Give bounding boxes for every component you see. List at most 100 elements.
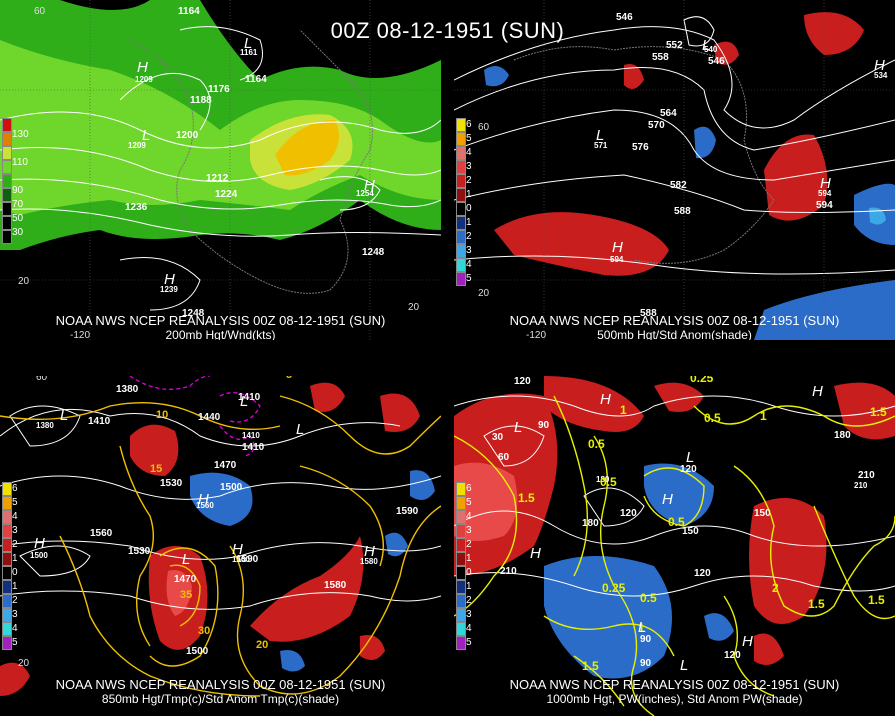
anom-pos <box>754 633 784 665</box>
height-label: 1248 <box>182 308 205 319</box>
pw-label: 0.5 <box>588 437 605 451</box>
height-label: 1164 <box>178 6 200 17</box>
height-label: 1209 <box>135 75 153 84</box>
anom-pos <box>360 635 385 660</box>
height-label: 210 <box>858 470 875 481</box>
height-label: 30 <box>492 432 504 443</box>
anom-neg <box>190 472 253 526</box>
low-marker: L <box>596 127 604 144</box>
anom-pos <box>130 424 179 476</box>
anom-pos-light <box>454 462 518 541</box>
legend-labels-200mb: 130 110 90 70 50 30 <box>12 129 29 238</box>
high-marker: H <box>364 543 375 560</box>
height-label: 594 <box>610 255 624 264</box>
low-marker: L <box>686 449 694 466</box>
height-label: 1580 <box>360 557 378 566</box>
anom-pos <box>749 498 827 624</box>
height-label: 594 <box>818 189 832 198</box>
low-marker: L <box>680 657 688 674</box>
height-label: 1500 <box>186 646 209 657</box>
pw-label: 1.5 <box>808 597 825 611</box>
height-label: 1500 <box>220 482 243 493</box>
anom-pos <box>654 382 704 412</box>
high-marker: H <box>232 541 243 558</box>
pw-label: 1 <box>620 403 627 417</box>
legend-500mb <box>456 118 466 286</box>
pw-label: 1.5 <box>518 491 535 505</box>
anom-neg <box>544 556 672 679</box>
height-label: 1410 <box>238 392 261 403</box>
height-label: 1470 <box>214 460 237 471</box>
lat-label: 60 <box>478 122 490 133</box>
legend-1000mb <box>456 482 466 650</box>
height-label: 1470 <box>174 574 197 585</box>
low-marker: L <box>638 619 646 636</box>
height-label: 576 <box>632 142 649 153</box>
caption-850mb: NOAA NWS NCEP REANALYSIS 00Z 08-12-1951 … <box>55 677 386 707</box>
height-label: 90 <box>640 634 652 645</box>
anom-neg <box>754 280 895 340</box>
lat-label: 20 <box>18 276 30 287</box>
height-label: 1380 <box>116 384 139 395</box>
map-200mb: 1164 1161 1164 1176 1188 1209 1200 1209 … <box>0 0 441 340</box>
height-label: 180 <box>834 430 851 441</box>
anom-neg <box>280 650 305 672</box>
anom-pos <box>0 662 30 696</box>
pw-label: 0.25 <box>602 581 626 595</box>
height-label: 120 <box>514 376 531 387</box>
height-label: 571 <box>594 141 608 150</box>
map-850mb: 1380 1380 1410 1410 1440 1410 1410 1470 … <box>0 376 441 697</box>
height-label: 546 <box>616 12 633 23</box>
pw-label: 2 <box>772 581 779 595</box>
jet-core <box>275 120 339 176</box>
high-marker: H <box>198 491 209 508</box>
anom-pos <box>380 393 420 432</box>
anom-pos <box>250 536 364 642</box>
legend-200mb <box>2 118 12 244</box>
main-title: 00Z 08-12-1951 (SUN) <box>330 18 565 43</box>
height-label: 534 <box>874 71 888 80</box>
anom-neg <box>694 126 716 159</box>
height-label: 120 <box>680 464 697 475</box>
height-label: 1560 <box>232 555 250 564</box>
lat-label: 20 <box>478 288 490 299</box>
pw-label: 0.25 <box>690 376 714 385</box>
anom-pos <box>494 212 669 276</box>
high-marker: H <box>662 491 673 508</box>
anom-pos <box>624 64 644 89</box>
high-marker: H <box>820 175 831 192</box>
height-label: 1239 <box>160 285 178 294</box>
height-label: 1212 <box>206 173 229 184</box>
high-marker: H <box>530 545 541 562</box>
low-marker: L <box>182 551 190 568</box>
panel-850mb: 1380 1380 1410 1410 1440 1410 1410 1470 … <box>0 376 441 716</box>
low-marker: L <box>142 127 150 144</box>
anom-pos <box>544 376 644 432</box>
height-label: 1224 <box>215 189 238 200</box>
height-label: 1530 <box>160 478 183 489</box>
height-label: 90 <box>538 420 550 431</box>
anom-pos <box>804 12 864 55</box>
temp-label: 30 <box>198 625 210 637</box>
height-label: 582 <box>670 180 687 191</box>
anom-neg <box>484 66 509 87</box>
height-label: 588 <box>640 308 657 319</box>
panel-200mb: 1164 1161 1164 1176 1188 1209 1200 1209 … <box>0 0 441 340</box>
anom-pos <box>714 41 739 65</box>
pw-label: 1 <box>760 409 767 423</box>
lat-label: 60 <box>34 6 46 17</box>
high-marker: H <box>874 57 885 74</box>
height-label: 558 <box>652 52 669 63</box>
pw-label: 1 <box>638 621 645 635</box>
height-label: 120 <box>694 568 711 579</box>
height-label: 1590 <box>236 554 259 565</box>
high-marker: H <box>364 177 375 194</box>
high-marker: H <box>612 239 623 256</box>
lat-label: 60 <box>36 376 48 383</box>
height-label: 1176 <box>208 84 230 95</box>
height-label: 546 <box>708 56 725 67</box>
high-marker: H <box>600 391 611 408</box>
height-label: 540 <box>704 45 718 54</box>
